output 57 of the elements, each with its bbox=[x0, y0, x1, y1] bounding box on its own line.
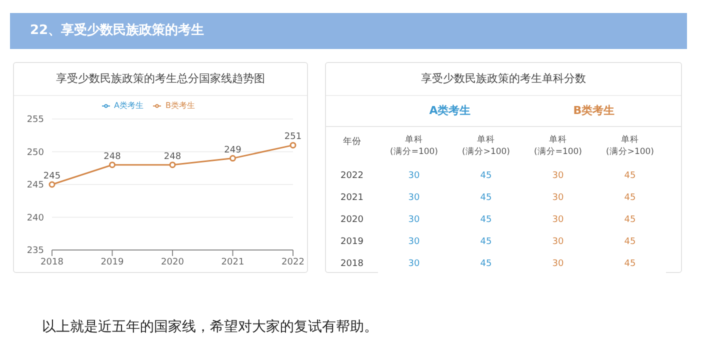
point bbox=[169, 162, 176, 168]
chart-title: 享受少数民族政策的考生总分国家线趋势图 bbox=[14, 63, 307, 96]
data-label: 45 bbox=[624, 193, 636, 203]
text: B类考生 bbox=[572, 103, 616, 118]
chart-title: 享受少数民族政策的考生单科分数 bbox=[326, 63, 681, 96]
data-label: 30 bbox=[552, 237, 564, 247]
data-label: 248 bbox=[104, 152, 122, 162]
data-label: 45 bbox=[480, 193, 492, 203]
x-tick-label: 单科 (满分>100) bbox=[605, 134, 655, 158]
x-tick-label: 2022 bbox=[282, 257, 304, 268]
y-tick-label: 2019 bbox=[340, 237, 364, 247]
data-label: 45 bbox=[624, 215, 636, 225]
text: 以上就是近五年的国家线，希望对大家的复试有帮助。 bbox=[42, 318, 378, 336]
point bbox=[230, 155, 236, 162]
x-tick-label: 2018 bbox=[40, 257, 64, 268]
data-label: 45 bbox=[480, 215, 492, 225]
point bbox=[109, 162, 116, 168]
data-label: 249 bbox=[224, 145, 242, 156]
y-axis-title: 年份 bbox=[342, 136, 362, 148]
data-label: 45 bbox=[480, 171, 492, 181]
y-tick-label: 2021 bbox=[340, 193, 364, 203]
data-label: 30 bbox=[552, 171, 564, 181]
data-label: 30 bbox=[552, 259, 564, 269]
data-label: 30 bbox=[552, 215, 564, 225]
x-tick-label: 2021 bbox=[221, 257, 244, 268]
data-label: 45 bbox=[480, 259, 492, 269]
point bbox=[290, 142, 296, 148]
data-label: 30 bbox=[408, 259, 420, 269]
y-tick-label: 240 bbox=[26, 213, 44, 224]
point bbox=[48, 181, 56, 188]
x-tick-label: 单科 (满分=100) bbox=[533, 134, 583, 158]
data-label: 30 bbox=[408, 215, 420, 225]
y-tick-label: 235 bbox=[26, 246, 44, 256]
x-tick-label: 单科 (满分>100) bbox=[461, 134, 511, 158]
legend-label: A类考生 bbox=[114, 101, 144, 110]
data-label: 30 bbox=[552, 193, 564, 203]
data-label: 248 bbox=[164, 152, 182, 162]
x-tick-label: 2019 bbox=[100, 257, 124, 268]
data-label: 30 bbox=[408, 171, 420, 181]
y-tick-label: 245 bbox=[26, 180, 44, 191]
y-tick-label: 255 bbox=[26, 115, 44, 126]
y-tick-label: 250 bbox=[26, 148, 44, 158]
y-tick-label: 2022 bbox=[340, 171, 364, 181]
data-label: 30 bbox=[408, 193, 420, 203]
data-label: 45 bbox=[624, 259, 636, 269]
x-tick-label: 单科 (满分=100) bbox=[389, 134, 439, 158]
text: 22、享受少数民族政策的考生 bbox=[10, 13, 687, 49]
x-tick-label: 2020 bbox=[161, 257, 184, 268]
data-label: 45 bbox=[480, 237, 492, 247]
text: A类考生 bbox=[428, 103, 472, 118]
data-label: 30 bbox=[408, 237, 420, 247]
legend-label: B类考生 bbox=[165, 101, 195, 110]
data-label: 45 bbox=[624, 171, 636, 181]
y-tick-label: 2020 bbox=[340, 215, 364, 225]
data-label: 251 bbox=[284, 132, 302, 142]
data-label: 45 bbox=[624, 237, 636, 247]
data-label: 245 bbox=[43, 172, 61, 182]
